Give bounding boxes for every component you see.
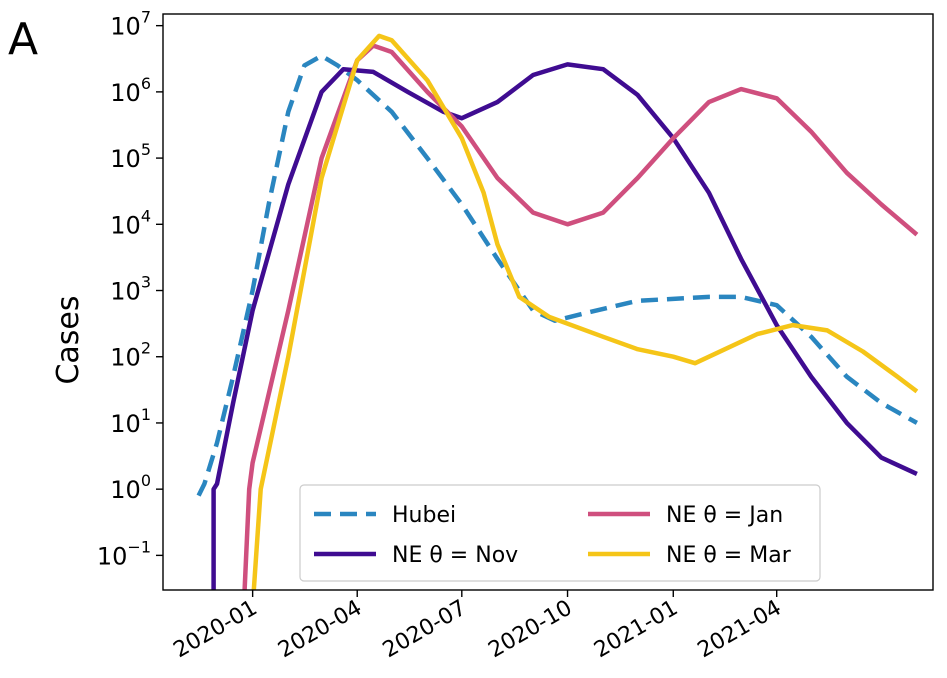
series-line-2 <box>242 43 919 590</box>
legend: Hubei NE θ = Nov NE θ = Jan NE θ = Mar <box>299 484 821 582</box>
x-axis-ticks: 2020-01 2020-04 2020-07 2020-10 2021-01 2021-… <box>170 590 786 663</box>
series-layer <box>196 33 919 590</box>
x-tick-label: 2020-04 <box>274 596 366 664</box>
x-tick-label: 2020-01 <box>170 596 262 664</box>
y-tick-label: 106 <box>110 74 151 107</box>
y-axis-title: Cases <box>51 295 86 384</box>
y-axis-ticks: 10−1 100 101 102 103 104 105 106 107 <box>97 8 163 570</box>
series-line-0 <box>196 53 918 497</box>
x-tick-label: 2020-10 <box>484 596 576 664</box>
y-tick-label: 100 <box>110 471 151 504</box>
y-tick-label: 103 <box>110 273 151 306</box>
y-tick-label: 105 <box>110 140 151 173</box>
x-tick-label: 2020-07 <box>379 596 471 664</box>
plot-frame <box>162 13 934 591</box>
legend-label: NE θ = Jan <box>666 503 783 528</box>
y-tick-label: 10−1 <box>97 537 151 570</box>
legend-label: NE θ = Nov <box>392 543 518 568</box>
legend-label: NE θ = Mar <box>666 543 792 568</box>
y-tick-label: 107 <box>110 8 151 41</box>
y-tick-label: 102 <box>110 339 151 372</box>
legend-box <box>299 484 821 582</box>
x-tick-label: 2021-04 <box>694 596 786 664</box>
panel-label: A <box>8 14 38 65</box>
legend-label: Hubei <box>392 503 456 528</box>
series-line-3 <box>251 33 919 590</box>
x-tick-label: 2021-01 <box>590 596 682 664</box>
y-tick-label: 104 <box>110 206 151 239</box>
series-line-1 <box>211 62 918 590</box>
y-tick-label: 101 <box>110 405 151 438</box>
